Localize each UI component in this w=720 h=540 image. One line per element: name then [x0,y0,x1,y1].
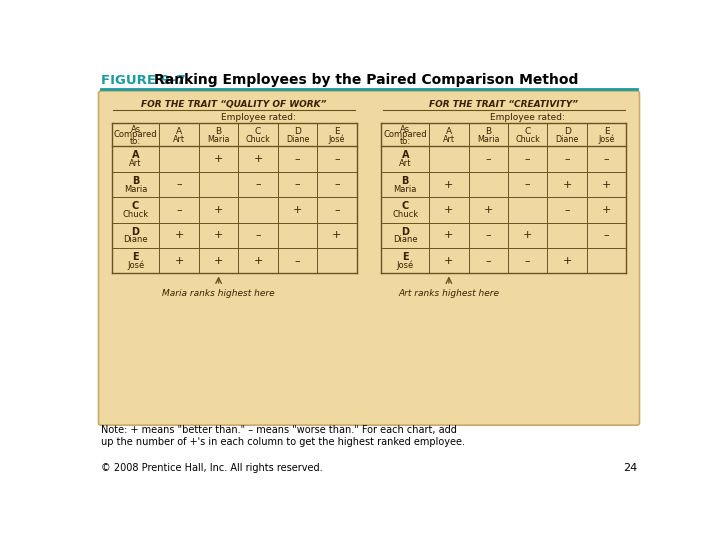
Text: –: – [176,179,182,190]
Text: D: D [294,126,301,136]
Text: José: José [397,261,414,270]
Text: +: + [293,205,302,215]
Text: José: José [598,135,615,144]
Text: Art: Art [130,159,142,168]
Text: +: + [484,205,493,215]
Text: +: + [444,179,454,190]
Text: –: – [294,256,300,266]
Text: –: – [485,256,491,266]
Text: E: E [604,126,609,136]
Text: B: B [215,126,222,136]
Text: +: + [562,256,572,266]
Text: –: – [525,154,531,164]
Text: D: D [401,226,409,237]
Text: Compared: Compared [384,130,427,139]
Text: to:: to: [130,137,141,146]
Text: 24: 24 [623,463,637,473]
Text: Note: + means "better than." – means "worse than." For each chart, add
up the nu: Note: + means "better than." – means "wo… [101,425,465,447]
Text: C: C [402,201,409,211]
Text: A: A [446,126,452,136]
Text: E: E [334,126,340,136]
Text: +: + [602,205,611,215]
Text: D: D [564,126,570,136]
Text: –: – [294,179,300,190]
Text: Diane: Diane [286,135,309,144]
Text: D: D [132,226,140,237]
Text: FOR THE TRAIT “CREATIVITY”: FOR THE TRAIT “CREATIVITY” [429,99,578,109]
Text: Art: Art [399,159,412,168]
Text: +: + [523,231,532,240]
Text: +: + [602,179,611,190]
Text: –: – [255,231,261,240]
Text: Employee rated:: Employee rated: [490,113,565,122]
Text: A: A [176,126,182,136]
Text: A: A [402,150,409,160]
Text: B: B [132,176,139,186]
FancyBboxPatch shape [99,91,639,425]
Text: –: – [176,205,182,215]
Text: –: – [334,154,340,164]
Text: Maria ranks highest here: Maria ranks highest here [162,289,275,298]
Text: José: José [127,261,144,270]
Text: +: + [562,179,572,190]
Text: +: + [214,231,223,240]
Text: –: – [255,179,261,190]
Text: Maria: Maria [124,185,148,194]
Text: +: + [174,231,184,240]
Text: © 2008 Prentice Hall, Inc. All rights reserved.: © 2008 Prentice Hall, Inc. All rights re… [101,463,323,473]
Text: –: – [604,154,609,164]
Text: +: + [253,154,263,164]
Text: –: – [485,154,491,164]
Text: Diane: Diane [123,235,148,245]
Text: –: – [485,231,491,240]
Text: Chuck: Chuck [246,135,271,144]
Text: +: + [214,205,223,215]
Text: –: – [604,231,609,240]
Text: A: A [132,150,140,160]
Text: B: B [485,126,491,136]
Text: Art: Art [174,135,185,144]
Text: –: – [525,256,531,266]
Text: Employee rated:: Employee rated: [220,113,295,122]
Text: FOR THE TRAIT “QUALITY OF WORK”: FOR THE TRAIT “QUALITY OF WORK” [141,99,327,109]
Text: As: As [130,125,140,134]
Text: José: José [329,135,345,144]
Text: Diane: Diane [555,135,579,144]
Text: +: + [444,205,454,215]
Text: +: + [332,231,341,240]
Text: FIGURE 9–7: FIGURE 9–7 [101,73,186,87]
Text: to:: to: [400,137,411,146]
Text: +: + [214,154,223,164]
Text: Ranking Employees by the Paired Comparison Method: Ranking Employees by the Paired Comparis… [153,73,578,87]
Text: Compared: Compared [114,130,158,139]
Text: –: – [525,179,531,190]
Text: Art: Art [443,135,455,144]
Text: +: + [444,231,454,240]
Text: +: + [444,256,454,266]
Text: As: As [400,125,410,134]
Text: E: E [132,252,139,262]
Text: –: – [294,154,300,164]
Text: Chuck: Chuck [516,135,540,144]
Text: Chuck: Chuck [392,210,418,219]
Text: Maria: Maria [394,185,417,194]
Text: Diane: Diane [393,235,418,245]
Text: –: – [564,205,570,215]
Text: C: C [132,201,139,211]
Text: Maria: Maria [207,135,230,144]
Text: +: + [214,256,223,266]
Text: +: + [174,256,184,266]
Text: –: – [564,154,570,164]
Text: –: – [334,205,340,215]
Text: Maria: Maria [477,135,500,144]
Text: B: B [402,176,409,186]
Text: E: E [402,252,408,262]
Text: C: C [525,126,531,136]
Text: –: – [334,179,340,190]
Text: Chuck: Chuck [122,210,148,219]
Text: Art ranks highest here: Art ranks highest here [398,289,500,298]
Text: +: + [253,256,263,266]
Text: C: C [255,126,261,136]
